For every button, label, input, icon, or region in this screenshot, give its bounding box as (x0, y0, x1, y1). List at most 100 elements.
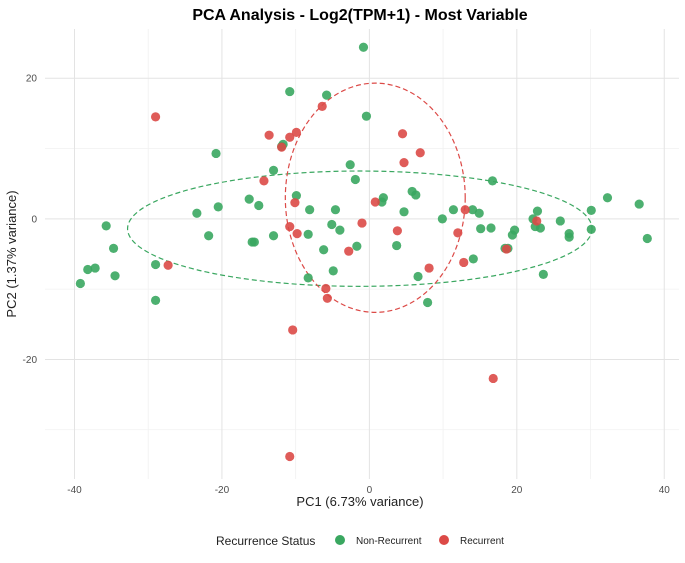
x-tick-label: 40 (659, 485, 671, 496)
point-non-recurrent (150, 295, 161, 306)
point-non-recurrent (642, 233, 652, 244)
point-non-recurrent (101, 221, 111, 231)
point-recurrent (150, 112, 161, 122)
point-recurrent (321, 283, 331, 294)
point-non-recurrent (213, 202, 223, 212)
point-recurrent (532, 216, 542, 226)
x-tick-label: -20 (215, 485, 230, 496)
point-non-recurrent (108, 243, 119, 253)
point-non-recurrent (268, 231, 279, 241)
point-recurrent (290, 198, 300, 208)
point-recurrent (264, 130, 274, 140)
point-recurrent (399, 157, 409, 168)
point-non-recurrent (268, 165, 279, 175)
point-recurrent (501, 244, 512, 254)
point-non-recurrent (352, 241, 362, 251)
point-recurrent (460, 205, 470, 215)
point-recurrent (392, 226, 402, 236)
point-non-recurrent (244, 194, 254, 204)
data-points (75, 42, 652, 462)
ellipse-non-recurrent (126, 170, 593, 287)
point-non-recurrent (322, 90, 332, 100)
point-non-recurrent (254, 200, 264, 211)
y-tick-label: -20 (23, 355, 38, 366)
point-non-recurrent (285, 86, 295, 97)
point-non-recurrent (358, 42, 369, 52)
point-recurrent (488, 373, 498, 384)
y-axis-title: PC2 (1.37% variance) (4, 190, 19, 317)
chart-title: PCA Analysis - Log2(TPM+1) - Most Variab… (192, 7, 527, 24)
point-non-recurrent (249, 237, 259, 247)
point-non-recurrent (361, 111, 372, 121)
point-non-recurrent (411, 190, 421, 200)
point-recurrent (277, 142, 287, 152)
point-recurrent (285, 221, 295, 232)
point-non-recurrent (634, 199, 644, 209)
point-non-recurrent (303, 273, 313, 283)
point-non-recurrent (399, 207, 409, 217)
point-non-recurrent (535, 223, 546, 233)
y-tick-labels: -20 0 20 (23, 74, 38, 366)
point-recurrent (453, 228, 463, 238)
point-recurrent (291, 127, 301, 137)
point-non-recurrent (564, 232, 574, 242)
point-non-recurrent (150, 259, 161, 270)
point-non-recurrent (486, 223, 496, 233)
point-non-recurrent (335, 225, 345, 235)
point-non-recurrent (303, 229, 313, 239)
point-non-recurrent (468, 254, 478, 264)
x-tick-label: 20 (511, 485, 523, 496)
x-tick-labels: -40 -20 0 20 40 (67, 485, 670, 496)
point-non-recurrent (83, 264, 93, 275)
point-recurrent (415, 148, 425, 158)
point-recurrent (317, 101, 327, 111)
legend-swatch-recurrent (439, 535, 449, 545)
point-recurrent (285, 132, 295, 142)
point-recurrent (344, 246, 354, 256)
point-non-recurrent (378, 193, 388, 203)
point-non-recurrent (474, 208, 484, 218)
y-tick-label: 20 (26, 74, 38, 85)
legend-label-non-recurrent: Non-Recurrent (356, 536, 422, 547)
point-recurrent (292, 229, 302, 239)
point-non-recurrent (448, 205, 459, 215)
point-recurrent (163, 260, 173, 270)
legend-title: Recurrence Status (216, 534, 315, 548)
point-non-recurrent (305, 205, 315, 215)
point-non-recurrent (555, 216, 565, 226)
point-recurrent (285, 451, 295, 462)
point-recurrent (357, 218, 367, 228)
point-recurrent (424, 263, 434, 273)
point-non-recurrent (345, 160, 355, 170)
point-recurrent (322, 293, 332, 303)
legend-swatch-non-recurrent (335, 535, 345, 545)
point-non-recurrent (350, 174, 360, 185)
point-non-recurrent (192, 208, 202, 218)
ellipse-recurrent (284, 82, 466, 313)
point-non-recurrent (327, 219, 337, 230)
point-non-recurrent (392, 240, 402, 251)
point-non-recurrent (586, 205, 596, 216)
x-axis-title: PC1 (6.73% variance) (296, 494, 423, 509)
point-non-recurrent (538, 269, 548, 279)
y-tick-label: 0 (31, 214, 37, 225)
point-non-recurrent (328, 266, 338, 276)
point-non-recurrent (90, 263, 100, 273)
grid-major (45, 29, 679, 479)
grid-minor (45, 29, 679, 479)
confidence-ellipses (126, 82, 593, 313)
point-non-recurrent (330, 205, 341, 215)
point-recurrent (459, 257, 469, 268)
x-tick-label: -40 (67, 485, 82, 496)
point-non-recurrent (110, 271, 120, 281)
point-non-recurrent (319, 245, 329, 255)
point-non-recurrent (291, 191, 301, 201)
point-non-recurrent (423, 297, 433, 308)
point-recurrent (397, 129, 408, 139)
point-non-recurrent (413, 271, 423, 282)
point-non-recurrent (586, 224, 596, 234)
x-tick-label: 0 (367, 485, 373, 496)
point-non-recurrent (476, 224, 486, 234)
point-non-recurrent (211, 148, 221, 159)
